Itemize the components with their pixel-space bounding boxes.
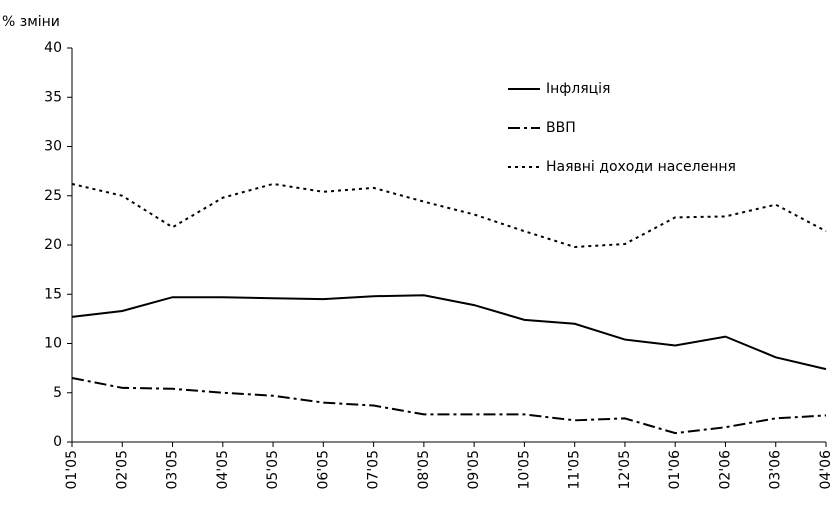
y-tick-label: 40 bbox=[44, 40, 62, 56]
y-tick-label: 10 bbox=[44, 336, 62, 352]
legend-label: Інфляція bbox=[546, 81, 610, 97]
series-line bbox=[71, 294, 827, 371]
x-tick-label: 06'05 bbox=[315, 450, 331, 489]
legend-label: Наявні доходи населення bbox=[546, 159, 736, 175]
series-line bbox=[71, 376, 827, 435]
x-tick-label: 10'05 bbox=[516, 450, 532, 489]
x-tick-label: 02'05 bbox=[114, 450, 130, 489]
x-tick-label: 09'05 bbox=[466, 450, 482, 489]
x-tick-label: 01'05 bbox=[64, 450, 80, 489]
y-tick-label: 25 bbox=[44, 188, 62, 204]
x-tick-label: 04'05 bbox=[215, 450, 231, 489]
legend-label: ВВП bbox=[546, 120, 576, 136]
y-tick-label: 35 bbox=[44, 89, 62, 105]
x-tick-label: 07'05 bbox=[366, 450, 382, 489]
y-tick-label: 15 bbox=[44, 286, 62, 302]
y-axis-label: % зміни bbox=[2, 14, 60, 30]
series-line bbox=[71, 182, 827, 248]
y-tick-label: 0 bbox=[53, 434, 62, 450]
x-tick-label: 02'06 bbox=[717, 450, 733, 490]
y-tick-label: 20 bbox=[44, 237, 62, 253]
x-tick-label: 11'05 bbox=[567, 450, 583, 489]
x-tick-label: 03'05 bbox=[165, 450, 181, 489]
y-tick-label: 30 bbox=[44, 139, 62, 155]
x-tick-label: 12'05 bbox=[617, 450, 633, 489]
x-tick-label: 05'05 bbox=[265, 450, 281, 489]
x-tick-label: 08'05 bbox=[416, 450, 432, 489]
x-tick-label: 03'06 bbox=[768, 450, 784, 490]
x-tick-label: 01'06 bbox=[667, 450, 683, 490]
y-tick-label: 5 bbox=[53, 385, 62, 401]
x-tick-label: 04'06 bbox=[818, 450, 832, 490]
